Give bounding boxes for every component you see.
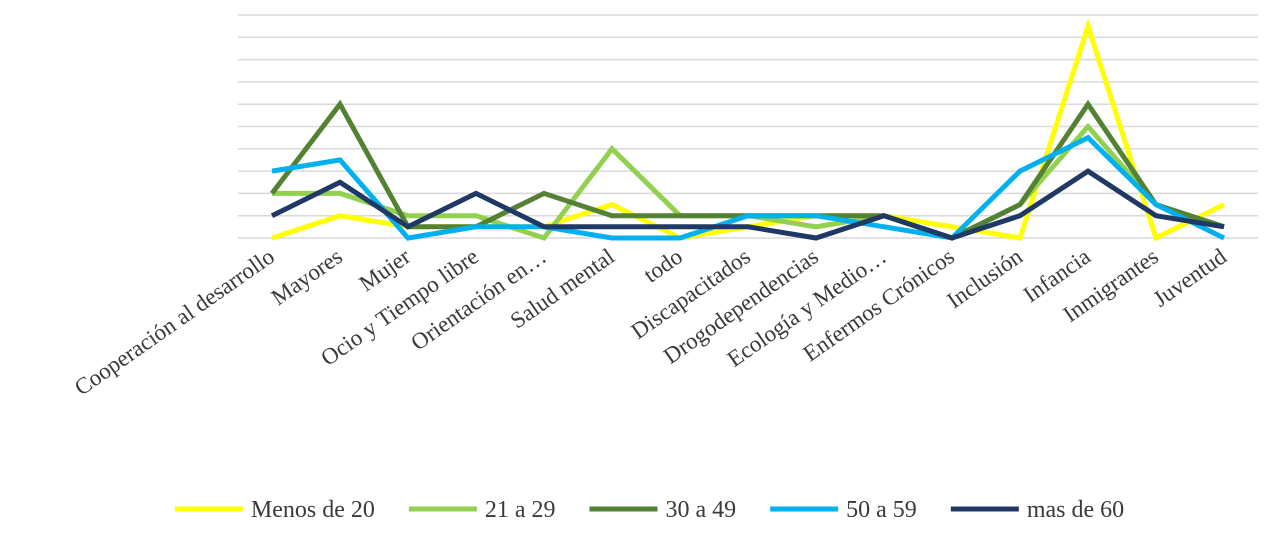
legend-label: Menos de 20 xyxy=(251,497,375,523)
legend-label: mas de 60 xyxy=(1027,497,1124,523)
legend-item: 30 a 49 xyxy=(589,497,737,523)
x-tick-label: Mayores xyxy=(267,244,347,311)
legend-item: Menos de 20 xyxy=(174,497,375,523)
legend-label: 30 a 49 xyxy=(666,497,737,523)
legend-item: 50 a 59 xyxy=(770,497,917,523)
legend-label: 50 a 59 xyxy=(846,497,917,523)
series-line-5 xyxy=(270,168,1225,241)
legend-item: 21 a 29 xyxy=(408,497,556,523)
legend: Menos de 20 21 a 29 30 a 49 50 a 59 mas de 6… xyxy=(174,497,1124,523)
x-tick-label: Juventud xyxy=(1148,243,1231,311)
series-lines xyxy=(270,18,1226,242)
legend-item: mas de 60 xyxy=(950,497,1124,523)
legend-label: 21 a 29 xyxy=(485,497,556,523)
x-tick-label: todo xyxy=(639,244,687,288)
x-tick-label: Inclusión xyxy=(942,243,1027,313)
series-line-4 xyxy=(271,134,1226,241)
x-tick-label: Cooperación al desarrollo xyxy=(70,244,279,401)
